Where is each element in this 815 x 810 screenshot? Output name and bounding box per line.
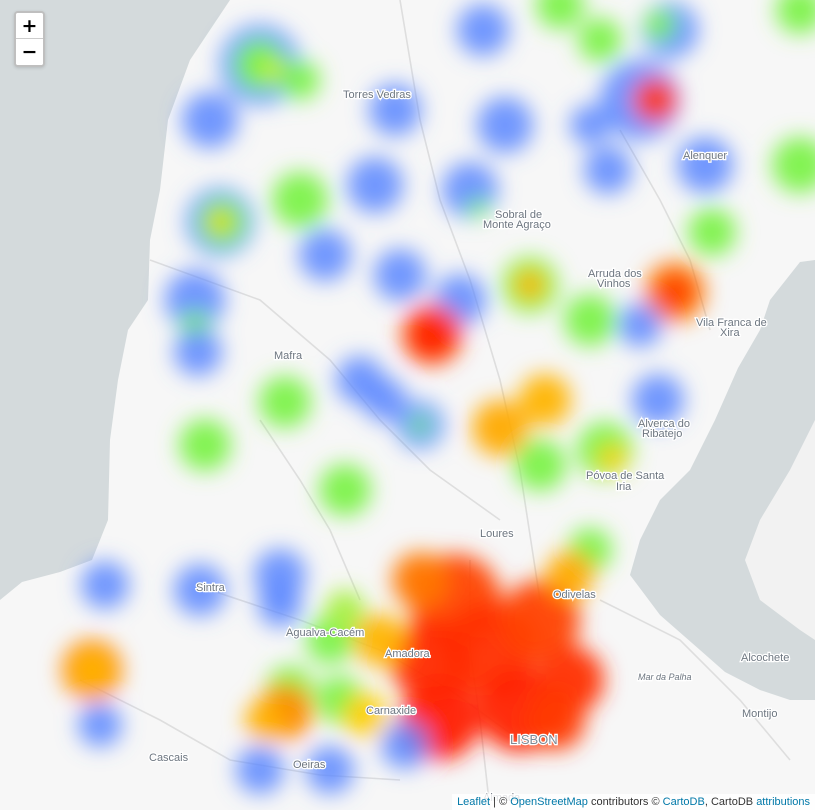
place-label: Sobral de (495, 209, 542, 221)
heat-spot (369, 84, 421, 136)
place-label: Oeiras (293, 759, 326, 771)
heat-spot (390, 620, 470, 700)
place-label: Vinhos (597, 278, 631, 290)
heat-spot (644, 9, 676, 41)
heat-spot (174, 328, 222, 376)
heat-spot (165, 270, 225, 330)
heat-spot (354, 614, 406, 666)
heat-spot (78, 703, 122, 747)
heat-spot (280, 60, 320, 100)
place-label: Montijo (742, 708, 777, 720)
heat-spot (306, 746, 354, 794)
heat-spot (514, 439, 566, 491)
heat-spot (347, 157, 403, 213)
heat-spot (381, 721, 429, 769)
heat-spot (325, 590, 365, 630)
place-label: Cascais (149, 752, 189, 764)
cartodb-link[interactable]: CartoDB (662, 796, 705, 808)
heat-spot (236, 746, 284, 794)
heat-spot (570, 105, 610, 145)
heat-spot (70, 648, 114, 692)
place-label: LISBON (510, 732, 558, 747)
heat-spot (525, 690, 585, 750)
place-label: Alverca do (638, 418, 690, 430)
heat-spot (688, 208, 736, 256)
attribution-comma: , CartoDB (704, 796, 757, 808)
zoom-control: + − (14, 11, 45, 67)
heat-spot (410, 415, 430, 435)
place-label: Arruda dos (588, 268, 642, 280)
place-label: Agualva-Cacém (286, 627, 364, 639)
heatmap-layer (62, 0, 815, 794)
heat-spot (519, 374, 571, 426)
attribution-contrib: contributors © (587, 796, 663, 808)
heat-spot (299, 229, 351, 281)
heat-spot (392, 552, 448, 608)
heat-spot (272, 172, 328, 228)
heat-spot (81, 561, 129, 609)
heat-spot (584, 146, 632, 194)
place-label: Sintra (196, 582, 226, 594)
place-label: Ribatejo (642, 428, 682, 440)
heat-spot (598, 444, 626, 472)
heat-spot (472, 400, 528, 456)
attributions-link[interactable]: attributions (756, 796, 810, 808)
place-label: Mar da Palha (638, 672, 692, 682)
heat-spot (514, 269, 546, 301)
heat-spot (546, 551, 594, 599)
heat-spot (772, 137, 815, 193)
heat-spot (412, 315, 452, 355)
place-label: Torres Vedras (343, 89, 411, 101)
heat-spot (374, 249, 426, 301)
zoom-in-button[interactable]: + (16, 13, 43, 39)
heat-spot (343, 693, 387, 737)
heat-spot (564, 294, 616, 346)
heat-spot (363, 378, 407, 422)
heat-spot (262, 60, 282, 80)
place-label: Amadora (385, 648, 431, 660)
heat-spot (500, 580, 580, 660)
east-bank (745, 420, 815, 640)
heat-spot (657, 274, 693, 310)
heat-spot (776, 0, 815, 34)
place-label: Odivelas (553, 589, 596, 601)
heat-spot (457, 4, 509, 56)
heat-spot (677, 137, 733, 193)
place-label: Loures (480, 528, 514, 540)
place-label: Xira (720, 327, 740, 339)
heat-spot (179, 419, 231, 471)
heat-spot (319, 464, 371, 516)
place-label: Mafra (274, 350, 303, 362)
zoom-out-button[interactable]: − (16, 39, 43, 65)
heat-spot (468, 198, 488, 218)
attribution: Leaflet | © OpenStreetMap contributors ©… (452, 794, 815, 810)
place-label: Carnaxide (366, 705, 416, 717)
heat-spot (258, 583, 302, 627)
heat-spot (536, 0, 584, 29)
heat-spot (182, 92, 238, 148)
place-label: Alcochete (741, 652, 789, 664)
heat-spot (174, 564, 226, 616)
place-label: Póvoa de Santa (586, 470, 665, 482)
place-label: Alenquer (683, 150, 727, 162)
place-label: Monte Agraço (483, 219, 551, 231)
heat-spot (210, 212, 230, 232)
place-label: Vila Franca de (696, 317, 767, 329)
place-label: Iria (616, 481, 632, 493)
heat-spot (578, 18, 622, 62)
leaflet-link[interactable]: Leaflet (457, 796, 491, 808)
heat-spot (245, 700, 285, 740)
heat-spot (632, 374, 684, 426)
heat-spot (259, 376, 311, 428)
heat-spot (477, 97, 533, 153)
heat-spot (618, 303, 662, 347)
osm-link[interactable]: OpenStreetMap (510, 796, 588, 808)
attribution-sep: | © (490, 796, 511, 808)
heat-spot (633, 78, 677, 122)
